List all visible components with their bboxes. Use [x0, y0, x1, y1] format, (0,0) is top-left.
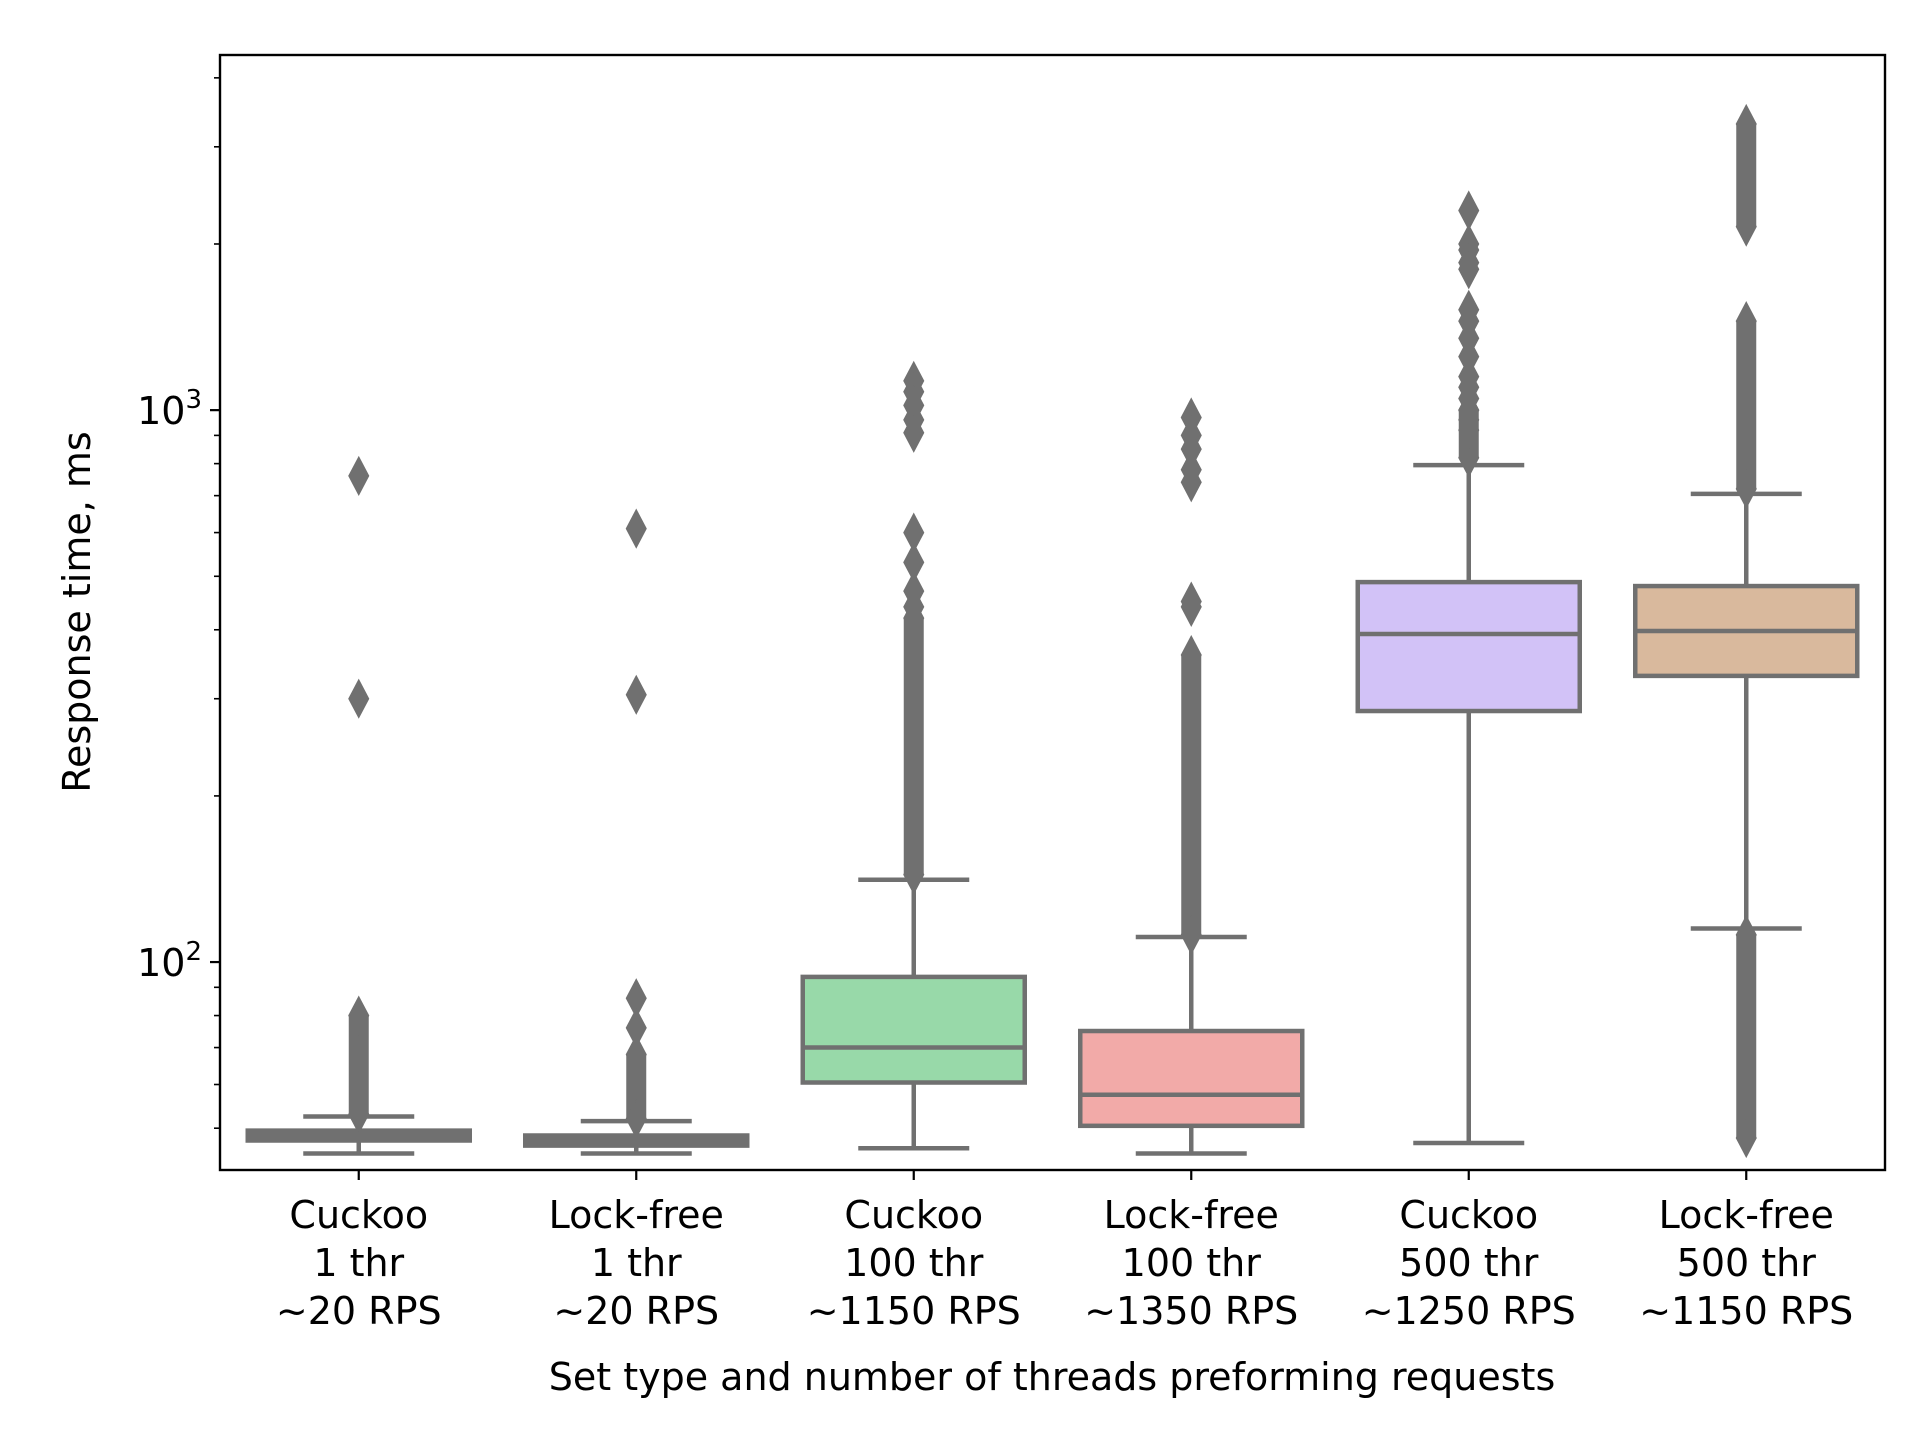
outlier-band-high-top-marker	[1735, 301, 1757, 342]
box	[1078, 1028, 1305, 1129]
outlier-band-top-bottom-marker	[1735, 206, 1757, 247]
outlier-point	[1458, 249, 1480, 290]
outlier-band-top-top-marker	[1735, 103, 1757, 145]
outlier-point	[903, 412, 925, 453]
plot-area	[245, 103, 1860, 1159]
outlier-band-bottom-marker	[903, 854, 925, 895]
x-tick-label: Cuckoo 500 thr ~1250 RPS	[1362, 1193, 1576, 1333]
box-group-4	[1078, 397, 1305, 1156]
outlier-band-column	[1181, 655, 1202, 935]
x-tick-label: Lock-free 500 thr ~1150 RPS	[1639, 1193, 1853, 1333]
outlier-band-top-column	[1736, 123, 1757, 227]
box-group-1	[245, 455, 472, 1156]
outlier-band-bottom-marker	[1735, 1117, 1757, 1159]
plot-frame	[218, 53, 1887, 1172]
outlier-band-top-marker	[1180, 634, 1202, 676]
outlier-band-bottom-marker	[625, 1098, 647, 1139]
outlier-point	[348, 678, 370, 719]
box-group-5	[1355, 190, 1582, 1146]
box	[1355, 579, 1582, 714]
y-axis-label: Response time, ms	[55, 431, 99, 792]
outlier-band-column	[1736, 934, 1757, 1138]
x-axis: Cuckoo 1 thr ~20 RPS Lock-free 1 thr ~20 RPS C…	[276, 1170, 1853, 1333]
outlier-band-top-marker	[1735, 914, 1757, 955]
outlier-band-high-bottom-marker	[1735, 468, 1757, 509]
outlier-point	[1180, 462, 1202, 503]
y-tick-label: 102	[137, 937, 202, 985]
outlier-point	[903, 586, 925, 627]
box-group-2	[523, 508, 750, 1156]
outlier-band-bottom-marker	[1180, 914, 1202, 955]
outlier-band-top-marker	[625, 1034, 647, 1075]
outlier-band-column	[626, 1054, 647, 1119]
outlier-point	[625, 1007, 647, 1048]
y-axis: 102 103	[137, 77, 220, 1130]
y-tick-label: 103	[137, 385, 202, 433]
outlier-point	[625, 508, 647, 549]
x-axis-label: Set type and number of threads preformin…	[549, 1355, 1556, 1399]
x-tick-label: Cuckoo 1 thr ~20 RPS	[276, 1193, 442, 1333]
outlier-point	[1458, 410, 1480, 451]
outlier-band-high-column	[1736, 321, 1757, 489]
outlier-band-top-marker	[348, 995, 370, 1036]
x-tick-label: Cuckoo 100 thr ~1150 RPS	[807, 1193, 1021, 1333]
box-group-6	[1633, 103, 1860, 1159]
x-tick-label: Lock-free 1 thr ~20 RPS	[549, 1193, 724, 1333]
outlier-band-bottom-marker	[1458, 437, 1480, 478]
box	[800, 974, 1027, 1085]
outlier-point	[1180, 586, 1202, 627]
outlier-band-column	[348, 1015, 369, 1115]
outlier-band-column	[903, 618, 924, 875]
outlier-point	[348, 455, 370, 496]
outlier-band-bottom-marker	[348, 1094, 370, 1135]
x-tick-label: Lock-free 100 thr ~1350 RPS	[1084, 1193, 1298, 1333]
outlier-point	[625, 674, 647, 715]
box-group-3	[800, 360, 1027, 1151]
